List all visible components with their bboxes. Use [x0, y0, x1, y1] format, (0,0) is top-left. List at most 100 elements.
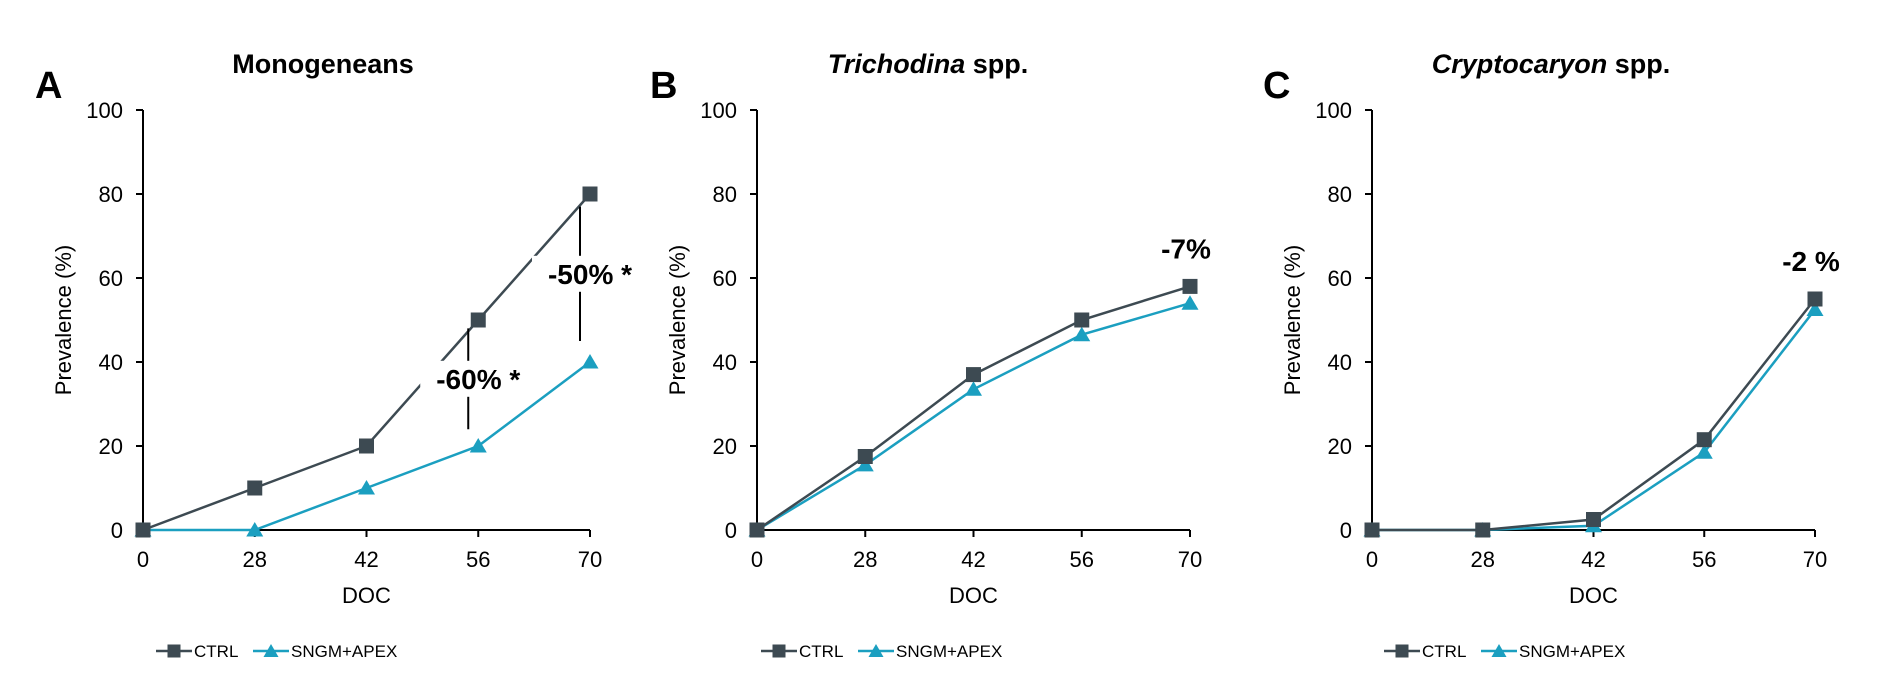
y-tick-label: 60: [99, 266, 123, 291]
y-tick-label: 0: [725, 518, 737, 543]
legend-marker-square: [772, 644, 786, 658]
x-tick-label: 70: [1803, 547, 1827, 572]
legend-label: SNGM+APEX: [1519, 642, 1625, 661]
legend: CTRL SNGM+APEX: [761, 642, 1002, 661]
data-point-sngm-apex: [469, 438, 487, 453]
x-axis-title: DOC: [1569, 583, 1618, 608]
legend-label: CTRL: [799, 642, 843, 661]
data-point-sngm-apex: [1073, 326, 1091, 342]
y-axis-title: Prevalence (%): [1280, 245, 1305, 395]
y-tick-label: 20: [713, 434, 737, 459]
annotation-bg: [532, 255, 648, 292]
x-axis-title: DOC: [949, 583, 998, 608]
annotation-label: -60% *: [436, 364, 520, 395]
series-line-sngm-apex: [756, 301, 1191, 532]
legend-marker-triangle: [868, 644, 884, 657]
y-tick-label: 0: [111, 518, 123, 543]
y-tick-label: 60: [713, 266, 737, 291]
chart-title: Cryptocaryon spp.: [1432, 49, 1671, 79]
panel-label: B: [650, 65, 677, 107]
series-line-ctrl: [1372, 298, 1816, 532]
y-tick-label: 100: [1315, 98, 1352, 123]
y-tick-label: 40: [99, 350, 123, 375]
data-point-ctrl: [1807, 291, 1823, 307]
x-tick-label: 42: [1581, 547, 1605, 572]
x-tick-label: 70: [578, 547, 602, 572]
chart-panel-b: B Trichodina spp. 0 20 40 60 80 100 0 28 42 56 70 DOC…: [650, 49, 1211, 661]
chart-title-italic: Trichodina: [828, 49, 966, 79]
legend-marker-triangle: [1491, 644, 1507, 657]
y-tick-label: 20: [99, 434, 123, 459]
panel-label: C: [1263, 65, 1290, 107]
x-tick-label: 56: [466, 547, 490, 572]
legend-marker-square: [1395, 644, 1409, 658]
series-line-sngm-apex: [1372, 308, 1816, 532]
x-tick-label: 56: [1070, 547, 1094, 572]
legend-label: SNGM+APEX: [896, 642, 1002, 661]
chart-title-rest: spp.: [965, 49, 1028, 79]
legend-label: CTRL: [1422, 642, 1466, 661]
annotation-label: -2 %: [1782, 246, 1840, 277]
data-point-sngm-apex: [1181, 295, 1199, 310]
x-tick-label: 28: [243, 547, 267, 572]
data-point-ctrl: [1475, 522, 1491, 538]
y-tick-label: 100: [86, 98, 123, 123]
data-point-sngm-apex: [965, 381, 982, 396]
data-point-sngm-apex: [581, 354, 599, 369]
legend-marker-square: [167, 644, 181, 658]
chart-title-italic: Cryptocaryon: [1432, 49, 1608, 79]
y-tick-label: 20: [1328, 434, 1352, 459]
x-tick-label: 70: [1178, 547, 1202, 572]
data-point-ctrl: [1696, 432, 1712, 448]
data-point-ctrl: [749, 522, 765, 538]
annotation-bg: [420, 360, 537, 397]
x-axis-title: DOC: [342, 583, 391, 608]
y-tick-label: 40: [713, 350, 737, 375]
data-point-ctrl: [247, 480, 263, 496]
x-tick-label: 42: [354, 547, 378, 572]
y-tick-label: 0: [1340, 518, 1352, 543]
y-tick-label: 100: [700, 98, 737, 123]
panel-label: A: [35, 65, 62, 107]
legend-label: CTRL: [194, 642, 238, 661]
data-point-ctrl: [1182, 278, 1198, 294]
x-tick-label: 0: [751, 547, 763, 572]
data-point-ctrl: [857, 449, 873, 464]
x-tick-label: 0: [1366, 547, 1378, 572]
data-point-sngm-apex: [1695, 444, 1713, 459]
x-tick-label: 28: [853, 547, 877, 572]
chart-title: Trichodina spp.: [828, 49, 1029, 79]
x-tick-label: 28: [1471, 547, 1495, 572]
data-point-ctrl: [470, 312, 486, 328]
y-tick-label: 40: [1328, 350, 1352, 375]
data-point-ctrl: [1586, 512, 1601, 527]
data-point-ctrl: [359, 438, 374, 454]
y-tick-label: 60: [1328, 266, 1352, 291]
legend-label: SNGM+APEX: [291, 642, 397, 661]
legend: CTRL SNGM+APEX: [1384, 642, 1625, 661]
data-point-sngm-apex: [358, 480, 375, 495]
chart-panel-a: A Monogeneans 0 20 40 60 80 100 0 28 42 56 70 DOC Prev…: [35, 49, 648, 661]
y-tick-label: 80: [1328, 182, 1352, 207]
x-tick-label: 56: [1692, 547, 1716, 572]
chart-title: Monogeneans: [232, 49, 414, 79]
data-point-sngm-apex: [246, 522, 264, 537]
data-point-sngm-apex: [1806, 301, 1824, 316]
x-tick-label: 42: [961, 547, 985, 572]
annotation-label: -50% *: [548, 259, 632, 290]
chart-title-rest: spp.: [1607, 49, 1670, 79]
legend-marker-triangle: [263, 644, 279, 657]
y-tick-label: 80: [713, 182, 737, 207]
chart-panel-c: C Cryptocaryon spp. 0 20 40 60 80 100 0 28 42 56 70 D…: [1263, 49, 1840, 661]
data-point-ctrl: [582, 186, 598, 202]
legend: CTRL SNGM+APEX: [156, 642, 397, 661]
y-tick-label: 80: [99, 182, 123, 207]
data-point-ctrl: [135, 522, 151, 538]
y-axis-title: Prevalence (%): [51, 245, 76, 395]
data-point-ctrl: [966, 367, 981, 383]
y-axis-title: Prevalence (%): [665, 245, 690, 395]
data-point-ctrl: [1074, 312, 1090, 328]
data-point-sngm-apex: [856, 456, 874, 472]
annotation-label: -7%: [1161, 233, 1211, 264]
